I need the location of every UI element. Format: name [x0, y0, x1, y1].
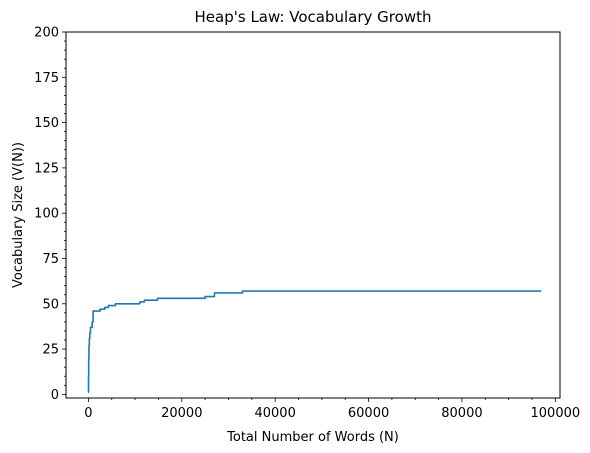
x-axis: 0 20000 40000 60000 80000 100000	[84, 398, 580, 421]
y-tick-label: 100	[34, 207, 59, 222]
y-tick-label: 75	[42, 252, 59, 267]
plot-area	[87, 290, 542, 394]
y-tick-label: 150	[34, 116, 59, 131]
x-tick-label: 20000	[161, 406, 202, 421]
y-axis: 0 25 50 75 100 125 150 175 200	[34, 26, 66, 403]
y-tick-label: 175	[34, 71, 59, 86]
x-tick-label: 40000	[254, 406, 295, 421]
x-tick-label: 60000	[348, 406, 389, 421]
y-tick-label: 50	[42, 297, 59, 312]
y-tick-label: 125	[34, 161, 59, 176]
series-line	[87, 290, 542, 394]
y-axis-label: Vocabulary Size (V(N))	[11, 142, 26, 288]
x-tick-label: 100000	[531, 406, 581, 421]
y-tick-label: 25	[42, 343, 59, 358]
y-tick-label: 0	[51, 388, 59, 403]
x-tick-label: 80000	[441, 406, 482, 421]
plot-frame	[65, 31, 561, 399]
x-axis-label: Total Number of Words (N)	[226, 430, 399, 445]
chart-title: Heap's Law: Vocabulary Growth	[195, 8, 432, 26]
x-tick-label: 0	[84, 406, 92, 421]
y-tick-label: 200	[34, 26, 59, 41]
